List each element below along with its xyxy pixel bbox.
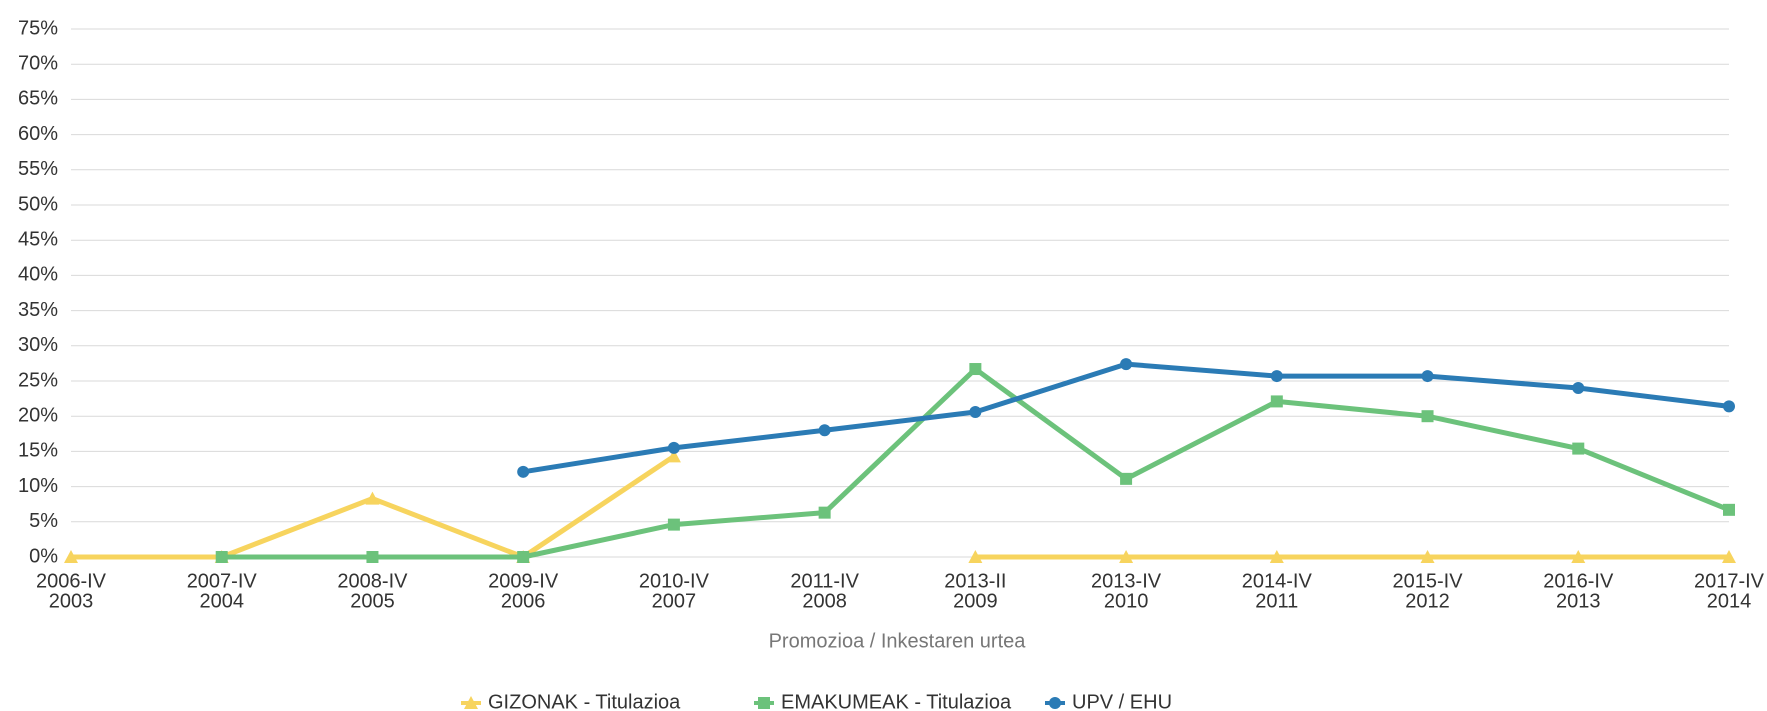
y-tick-label: 15%	[18, 440, 58, 462]
data-point	[517, 465, 530, 478]
y-tick-label: 20%	[18, 404, 58, 426]
data-point	[1722, 550, 1736, 563]
legend-swatch	[758, 697, 770, 709]
data-point	[1723, 400, 1735, 413]
legend-label: GIZONAK - Titulazioa	[488, 691, 681, 711]
data-point	[969, 405, 982, 418]
x-tick-label: 2008	[802, 590, 847, 612]
legend-label: EMAKUMEAK - Titulazioa	[781, 691, 1012, 711]
legend-swatch	[464, 696, 478, 709]
x-axis-title: Promozioa / Inkestaren urtea	[769, 630, 1027, 652]
y-tick-label: 40%	[18, 264, 58, 286]
y-tick-label: 50%	[18, 193, 58, 215]
y-tick-label: 75%	[18, 17, 58, 39]
legend-label: UPV / EHU	[1072, 691, 1172, 711]
y-tick-label: 30%	[18, 334, 58, 356]
x-tick-label: 2006	[501, 590, 546, 612]
x-tick-label: 2011	[1255, 590, 1298, 612]
data-point	[667, 441, 680, 454]
data-point	[667, 518, 680, 531]
data-point	[365, 491, 380, 505]
data-point	[818, 424, 831, 437]
x-tick-label: 2003	[49, 590, 94, 612]
x-tick-label: 2005	[350, 590, 395, 612]
data-point	[366, 551, 379, 563]
y-tick-label: 65%	[18, 88, 58, 110]
y-tick-label: 35%	[18, 299, 58, 321]
data-point	[968, 550, 983, 563]
x-tick-label: 2017-IV	[1694, 570, 1765, 592]
y-tick-label: 70%	[18, 52, 58, 74]
y-tick-label: 5%	[29, 510, 58, 532]
data-point	[1270, 395, 1283, 408]
data-point	[818, 506, 831, 519]
x-tick-label: 2015-IV	[1393, 570, 1464, 592]
x-tick-label: 2007	[652, 590, 697, 612]
x-tick-label: 2007-IV	[187, 570, 258, 592]
x-tick-label: 2004	[199, 590, 244, 612]
data-point	[215, 551, 228, 563]
data-point	[1421, 410, 1434, 423]
x-tick-label: 2009-IV	[488, 570, 559, 592]
data-point	[1120, 358, 1133, 371]
data-point	[1421, 370, 1434, 383]
x-tick-label: 2011-IV	[790, 570, 859, 592]
data-point	[1270, 370, 1283, 383]
x-tick-label: 2016-IV	[1543, 570, 1614, 592]
x-tick-label: 2006-IV	[36, 570, 107, 592]
x-tick-label: 2010-IV	[639, 570, 710, 592]
x-tick-label: 2013	[1556, 590, 1601, 612]
data-point	[517, 551, 530, 563]
data-point	[1269, 550, 1284, 563]
y-tick-label: 0%	[29, 545, 58, 567]
y-tick-label: 60%	[18, 123, 58, 145]
x-tick-label: 2014-IV	[1242, 570, 1313, 592]
data-point	[1572, 442, 1585, 455]
y-tick-label: 45%	[18, 228, 58, 250]
data-point	[969, 363, 982, 376]
series-line	[522, 361, 1730, 475]
x-tick-label: 2008-IV	[337, 570, 408, 592]
data-point	[1119, 550, 1134, 563]
data-point	[1723, 503, 1735, 516]
x-tick-label: 2012	[1405, 590, 1450, 612]
x-tick-label: 2014	[1707, 590, 1752, 612]
x-tick-label: 2009	[953, 590, 998, 612]
data-point	[1120, 472, 1133, 485]
y-tick-label: 10%	[18, 475, 58, 497]
data-point	[1420, 550, 1435, 563]
data-point	[666, 449, 681, 463]
y-tick-label: 25%	[18, 369, 58, 391]
data-point	[1572, 382, 1585, 395]
data-point	[64, 550, 78, 563]
x-tick-label: 2013-II	[944, 570, 1006, 592]
series-line	[71, 454, 1729, 560]
x-tick-label: 2013-IV	[1091, 570, 1162, 592]
x-tick-label: 2010	[1104, 590, 1149, 612]
y-tick-label: 55%	[18, 158, 58, 180]
data-point	[1571, 550, 1586, 563]
legend-swatch	[1049, 697, 1061, 709]
